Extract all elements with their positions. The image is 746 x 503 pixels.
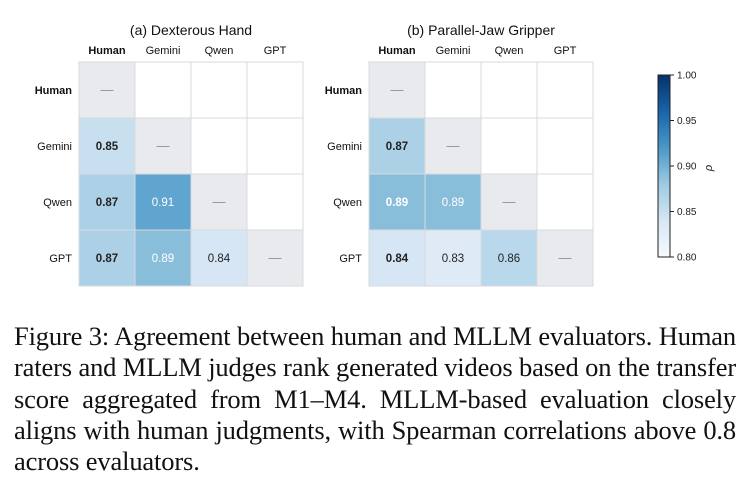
diagonal-cell [246, 229, 304, 287]
empty-cell [246, 61, 304, 119]
col-label-gpt: GPT [264, 45, 287, 57]
cell-value-label: 0.84 [386, 253, 409, 265]
heatmap-cell [134, 229, 192, 287]
cell-value-label: 0.83 [442, 253, 464, 265]
empty-cell [536, 173, 594, 231]
diagonal-dash: — [157, 138, 170, 153]
row-label-human: Human [325, 85, 363, 97]
col-label-qwen: Qwen [205, 45, 234, 57]
col-label-gpt: GPT [554, 45, 577, 57]
diagonal-cell [536, 229, 594, 287]
panel-title: (a) Dexterous Hand [130, 22, 252, 38]
empty-cell [246, 173, 304, 231]
row-label-qwen: Qwen [43, 197, 72, 209]
col-label-human: Human [378, 45, 416, 57]
cell-value-label: 0.91 [152, 197, 174, 209]
diagonal-dash: — [101, 82, 114, 97]
empty-cell [190, 117, 248, 175]
cell-value-label: 0.89 [152, 253, 174, 265]
diagonal-dash: — [269, 250, 282, 265]
empty-cell [424, 61, 482, 119]
colorbar-tick-label: 0.95 [677, 116, 697, 127]
colorbar-tick-label: 0.85 [677, 207, 697, 218]
colorbar-tick-label: 1.00 [677, 71, 697, 82]
col-label-gemini: Gemini [436, 45, 471, 57]
empty-cell [190, 61, 248, 119]
colorbar-tick-label: 0.90 [677, 162, 697, 173]
colorbar-gradient [657, 74, 671, 258]
empty-cell [536, 61, 594, 119]
row-label-gpt: GPT [339, 253, 362, 265]
colorbar-tick-label: 0.80 [677, 253, 697, 264]
heatmap-cell [190, 229, 248, 287]
row-label-human: Human [35, 85, 73, 97]
heatmap-cell [424, 173, 482, 231]
heatmap-cell [78, 117, 136, 175]
diagonal-dash: — [213, 194, 226, 209]
heatmap-cell [78, 173, 136, 231]
diagonal-dash: — [447, 138, 460, 153]
cell-value-label: 0.89 [442, 197, 464, 209]
colorbar-label: ρ [703, 165, 715, 172]
diagonal-cell [480, 173, 538, 231]
row-label-gpt: GPT [49, 253, 72, 265]
col-label-qwen: Qwen [495, 45, 524, 57]
heatmap-cell [134, 173, 192, 231]
figure-caption: Figure 3: Agreement between human and ML… [14, 321, 736, 477]
empty-cell [134, 61, 192, 119]
panel-title: (b) Parallel-Jaw Gripper [407, 22, 555, 38]
diagonal-dash: — [503, 194, 516, 209]
diagonal-cell [134, 117, 192, 175]
row-label-qwen: Qwen [333, 197, 362, 209]
heatmap-cell [368, 229, 426, 287]
cell-value-label: 0.87 [386, 141, 408, 153]
heatmap-cell [368, 117, 426, 175]
heatmap-cell [424, 229, 482, 287]
cell-value-label: 0.87 [96, 197, 118, 209]
diagonal-dash: — [559, 250, 572, 265]
diagonal-dash: — [391, 82, 404, 97]
heatmap-parallel-jaw-gripper: (b) Parallel-Jaw Gripper — — — — 0.87 0.89 0.89… [325, 22, 594, 287]
heatmap-cell [78, 229, 136, 287]
col-label-human: Human [88, 45, 126, 57]
cell-value-label: 0.87 [96, 253, 118, 265]
heatmap-cell [480, 229, 538, 287]
cell-value-label: 0.89 [386, 197, 408, 209]
col-label-gemini: Gemini [146, 45, 181, 57]
cell-value-label: 0.85 [96, 141, 119, 153]
diagonal-cell [424, 117, 482, 175]
cell-value-label: 0.84 [208, 253, 231, 265]
empty-cell [480, 117, 538, 175]
diagonal-cell [190, 173, 248, 231]
row-label-gemini: Gemini [37, 141, 72, 153]
diagonal-cell [368, 61, 426, 119]
cell-value-label: 0.86 [498, 253, 520, 265]
colorbar: 0.80 0.85 0.90 0.95 1.00 ρ [657, 71, 715, 264]
empty-cell [246, 117, 304, 175]
empty-cell [480, 61, 538, 119]
row-label-gemini: Gemini [327, 141, 362, 153]
empty-cell [536, 117, 594, 175]
heatmap-dexterous-hand: (a) Dexterous Hand — — — — 0.85 0.87 0.91 0.87 0.… [35, 22, 304, 287]
